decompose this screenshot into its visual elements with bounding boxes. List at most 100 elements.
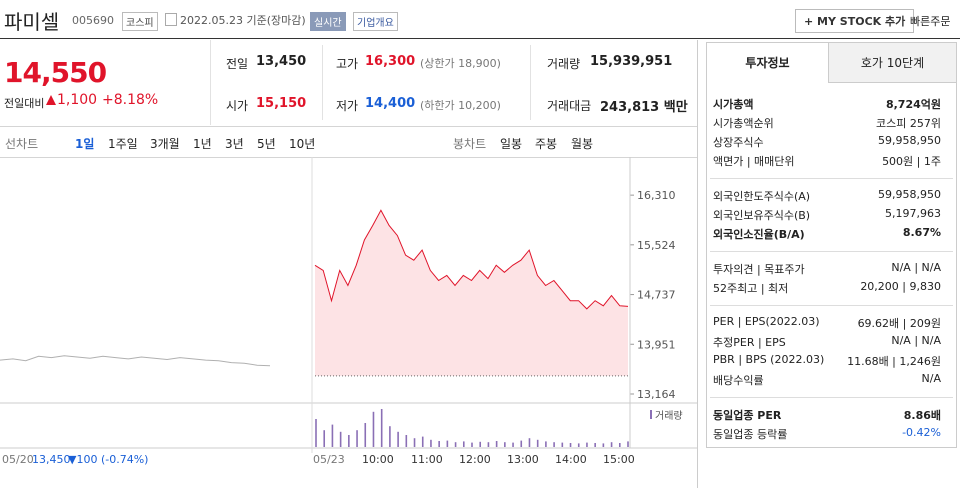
- current-price: 14,550: [4, 56, 107, 89]
- info-label: 액면가 | 매매단위: [713, 155, 795, 168]
- area: [315, 210, 628, 376]
- summary-label: 고가: [336, 57, 359, 71]
- info-label: 시가총액: [713, 98, 754, 111]
- info-value: -0.42%: [902, 426, 941, 439]
- info-label: 투자의견 | 목표주가: [713, 263, 805, 276]
- info-label: 외국인한도주식수(A): [713, 190, 811, 203]
- x-tick-label: 12:00: [459, 453, 491, 466]
- volume-bar: [397, 431, 399, 447]
- volume-bar: [364, 423, 367, 447]
- volume-bar: [504, 442, 506, 447]
- divider: [210, 40, 211, 125]
- quick-order[interactable]: 빠른주문: [910, 15, 951, 28]
- volume-bar: [594, 443, 596, 447]
- summary-label: 전일: [226, 57, 249, 71]
- realtime-button[interactable]: 실시간: [310, 12, 346, 31]
- divider: [530, 45, 531, 120]
- volume-bar: [372, 411, 375, 447]
- info-value: 8.67%: [902, 226, 941, 239]
- volume-bar: [389, 426, 391, 447]
- volume-bar: [380, 409, 383, 447]
- summary-note: (하한가 10,200): [420, 99, 501, 112]
- volume-bar: [430, 439, 432, 447]
- info-value: 11.68배 | 1,246원: [847, 355, 941, 368]
- candle-tab[interactable]: 일봉: [500, 137, 523, 151]
- info-value: 5,197,963: [885, 207, 941, 220]
- divider: [697, 40, 698, 488]
- volume-legend: 거래량: [655, 410, 683, 422]
- summary-label: 시가: [226, 99, 249, 113]
- volume-bar: [528, 438, 531, 447]
- rule: [0, 157, 697, 158]
- info-tab[interactable]: 투자정보: [707, 43, 828, 83]
- market-badge: 코스피: [122, 12, 158, 31]
- calendar-icon: [165, 13, 177, 26]
- legend-swatch: [650, 410, 652, 419]
- info-label: 외국인보유주식수(B): [713, 209, 811, 222]
- mystock-button[interactable]: + MY STOCK 추가: [795, 9, 915, 33]
- x-tick-label: 13:00: [507, 453, 539, 466]
- date: 2022.05.23 기준(장마감): [180, 14, 306, 27]
- stock-code: 005690: [72, 14, 114, 27]
- period-tab[interactable]: 1일: [75, 137, 95, 151]
- panel-border: [706, 42, 957, 448]
- period-tab[interactable]: 5년: [257, 137, 276, 151]
- volume-bar: [413, 438, 416, 447]
- volume-bar: [446, 440, 449, 447]
- prev-close: 13,450: [32, 453, 71, 466]
- candle-tab[interactable]: 월봉: [571, 137, 594, 151]
- change-label: 전일대비: [4, 97, 45, 110]
- summary-value: 15,150: [256, 96, 307, 111]
- x-tick-label: 11:00: [411, 453, 443, 466]
- volume-bar: [348, 435, 350, 447]
- info-label: 시가총액순위: [713, 117, 774, 130]
- y-tick-label: 13,951: [637, 338, 676, 351]
- x-tick-label: 05/23: [313, 453, 345, 466]
- volume-bar: [618, 443, 621, 447]
- volume-bar: [569, 443, 572, 447]
- info-value: 8,724억원: [885, 98, 941, 111]
- info-label: 52주최고 | 최저: [713, 282, 789, 295]
- period-tab[interactable]: 1년: [193, 137, 212, 151]
- volume-bar: [520, 440, 523, 447]
- period-tab[interactable]: 3년: [225, 137, 244, 151]
- price-line: [0, 355, 271, 367]
- period-tab[interactable]: 3개월: [150, 137, 180, 151]
- volume-bar: [495, 441, 498, 447]
- info-value: N/A | N/A: [891, 261, 941, 274]
- volume-bar: [462, 441, 465, 447]
- volume-bar: [323, 430, 326, 447]
- period-tab[interactable]: 1주일: [108, 137, 138, 151]
- candle-tab[interactable]: 주봉: [535, 137, 558, 151]
- x-tick-label: 05/20: [2, 453, 34, 466]
- volume-bar: [586, 442, 588, 447]
- price-chart: 16,310 15,524 14,737 13,951 13,164 거래량 05/20 05…: [0, 157, 697, 466]
- tab-label: 봉차트: [453, 137, 487, 151]
- header-rule: [0, 38, 960, 39]
- summary-value: 15,939,951: [590, 54, 673, 69]
- section-rule: [710, 178, 953, 179]
- period-tab[interactable]: 10년: [289, 137, 316, 151]
- company-button[interactable]: 기업개요: [353, 12, 398, 31]
- volume-bar: [454, 442, 457, 447]
- y-tick-label: 16,310: [637, 189, 676, 202]
- info-value: 59,958,950: [878, 134, 941, 147]
- change-rate: +8.18%: [102, 92, 159, 108]
- price-line: [314, 209, 629, 310]
- summary-value: 14,400: [365, 96, 416, 111]
- volume-bar: [315, 419, 317, 447]
- info-label: 동일업종 등락률: [713, 428, 788, 441]
- info-label: PER | EPS(2022.03): [713, 315, 820, 328]
- volume-bar: [487, 442, 490, 447]
- info-value: N/A: [921, 372, 941, 385]
- info-tab[interactable]: 호가 10단계: [828, 43, 956, 83]
- info-label: 상장주식수: [713, 136, 764, 149]
- prev-change: ▼100 (-0.74%): [68, 453, 148, 466]
- summary-label: 저가: [336, 99, 359, 113]
- info-label: 외국인소진율(B/A): [713, 228, 805, 241]
- summary-note: (상한가 18,900): [420, 57, 501, 70]
- x-tick-label: 10:00: [362, 453, 394, 466]
- volume-bar: [438, 441, 440, 447]
- divider: [322, 45, 323, 120]
